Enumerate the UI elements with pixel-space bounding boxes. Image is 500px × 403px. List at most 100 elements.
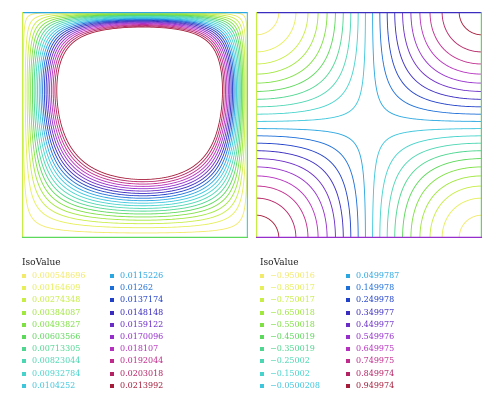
contour-canvas-left bbox=[22, 12, 248, 238]
legend-value: 0.0170096 bbox=[120, 332, 164, 342]
legend-entry: 0.0213992 bbox=[110, 380, 163, 392]
legend-swatch bbox=[22, 286, 26, 291]
right-isoline-18 bbox=[256, 12, 482, 238]
legend-entry: 0.149978 bbox=[346, 282, 399, 294]
legend-entry: −0.350019 bbox=[260, 343, 320, 355]
legend-entry: −0.850017 bbox=[260, 282, 320, 294]
legend-title: IsoValue bbox=[260, 258, 299, 268]
right-isoline-5 bbox=[256, 12, 482, 238]
legend-entry: 0.00164609 bbox=[22, 282, 85, 294]
legend-entry: 0.0159122 bbox=[110, 319, 163, 331]
legend-value: −0.15002 bbox=[270, 368, 310, 378]
left-isoline-16 bbox=[49, 22, 229, 190]
left-isoline-20 bbox=[56, 26, 223, 180]
legend-value: 0.849974 bbox=[356, 368, 395, 378]
left-isoline-4 bbox=[28, 13, 245, 221]
legend-title: IsoValue bbox=[22, 258, 61, 268]
left-isoline-11 bbox=[40, 18, 236, 202]
legend-swatch bbox=[260, 359, 264, 364]
left-isoline-13 bbox=[43, 19, 233, 197]
legend-swatch bbox=[260, 298, 264, 303]
legend-value: −0.750017 bbox=[270, 295, 315, 305]
legend-swatch bbox=[346, 383, 350, 388]
legend-swatch bbox=[22, 371, 26, 376]
legend-entry: 0.00384087 bbox=[22, 307, 85, 319]
legend-value: 0.00713305 bbox=[32, 344, 81, 354]
legend-swatch bbox=[260, 286, 264, 291]
legend-value: −0.650018 bbox=[270, 307, 315, 317]
legend-swatch bbox=[110, 383, 114, 388]
legend-swatch bbox=[110, 322, 114, 327]
legend-value: 0.018107 bbox=[120, 344, 159, 354]
legend-entry: 0.0192044 bbox=[110, 355, 163, 367]
legend-swatch bbox=[110, 310, 114, 315]
legend-value: 0.749975 bbox=[356, 356, 395, 366]
legend-swatch bbox=[110, 347, 114, 352]
right-isoline-3 bbox=[256, 12, 482, 238]
legend-entry: 0.00713305 bbox=[22, 343, 85, 355]
legend-value: 0.449977 bbox=[356, 319, 395, 329]
left-isoline-18 bbox=[52, 24, 226, 185]
legend-value: 0.349977 bbox=[356, 307, 395, 317]
left-isoline-14 bbox=[45, 20, 232, 194]
legend-value: −0.550018 bbox=[270, 319, 315, 329]
legend-entry: 0.449977 bbox=[346, 319, 399, 331]
legend-entry: −0.650018 bbox=[260, 307, 320, 319]
legend-value: 0.0192044 bbox=[120, 356, 164, 366]
legend-swatch bbox=[22, 335, 26, 340]
legend-entry: 0.249978 bbox=[346, 294, 399, 306]
legend-entry: 0.0203018 bbox=[110, 368, 163, 380]
legend-swatch bbox=[110, 371, 114, 376]
legend-value: 0.00493827 bbox=[32, 319, 81, 329]
legend-value: 0.0104252 bbox=[32, 380, 76, 390]
legend-entry: −0.950016 bbox=[260, 270, 320, 282]
legend-value: −0.0500208 bbox=[270, 380, 320, 390]
right-isoline-14 bbox=[256, 12, 482, 238]
legend-value: 0.0137174 bbox=[120, 295, 164, 305]
legend-value: 0.649975 bbox=[356, 344, 395, 354]
right-isoline-9 bbox=[256, 12, 482, 238]
legend-value: 0.00823044 bbox=[32, 356, 81, 366]
legend-value: −0.25002 bbox=[270, 356, 310, 366]
legend-entry: −0.15002 bbox=[260, 368, 320, 380]
legend-value: 0.0148148 bbox=[120, 307, 164, 317]
legend-entry: 0.0148148 bbox=[110, 307, 163, 319]
legend-swatch bbox=[346, 335, 350, 340]
legend-value: 0.0159122 bbox=[120, 319, 164, 329]
legend-swatch bbox=[22, 359, 26, 364]
contour-canvas-right bbox=[256, 12, 482, 238]
right-isoline-12 bbox=[256, 12, 482, 238]
legend-entry: −0.550018 bbox=[260, 319, 320, 331]
legend-swatch bbox=[346, 359, 350, 364]
legend-swatch bbox=[260, 383, 264, 388]
left-isoline-17 bbox=[50, 23, 228, 187]
legend-swatch bbox=[260, 274, 264, 279]
legend-swatch bbox=[260, 371, 264, 376]
legend-entry: 0.000548696 bbox=[22, 270, 85, 282]
legend-swatch bbox=[346, 347, 350, 352]
legend-entry: 0.849974 bbox=[346, 368, 399, 380]
legend-swatch bbox=[346, 322, 350, 327]
right-isoline-16 bbox=[256, 12, 482, 238]
saddle-contour-plot bbox=[256, 12, 482, 238]
left-isoline-3 bbox=[26, 12, 246, 225]
legend-swatch bbox=[22, 347, 26, 352]
legend-entry: 0.00823044 bbox=[22, 355, 85, 367]
legend-value: 0.00603566 bbox=[32, 332, 81, 342]
legend-swatch bbox=[110, 298, 114, 303]
right-isoline-17 bbox=[256, 12, 482, 238]
left-isoline-5 bbox=[30, 13, 244, 218]
legend-entry: 0.00274348 bbox=[22, 294, 85, 306]
legend-entry: −0.750017 bbox=[260, 294, 320, 306]
left-isoline-8 bbox=[35, 16, 240, 209]
legend-value: 0.549976 bbox=[356, 332, 395, 342]
legend-swatch bbox=[260, 310, 264, 315]
legend-swatch bbox=[346, 310, 350, 315]
legend-entry: 0.949974 bbox=[346, 380, 399, 392]
legend-swatch bbox=[346, 298, 350, 303]
legend-swatch bbox=[22, 310, 26, 315]
legend-swatch bbox=[22, 322, 26, 327]
legend-left-column-1: 0.000548696 0.00164609 0.00274348 0.0038408… bbox=[22, 270, 85, 392]
legend-entry: 0.01262 bbox=[110, 282, 163, 294]
legend-entry: −0.25002 bbox=[260, 355, 320, 367]
